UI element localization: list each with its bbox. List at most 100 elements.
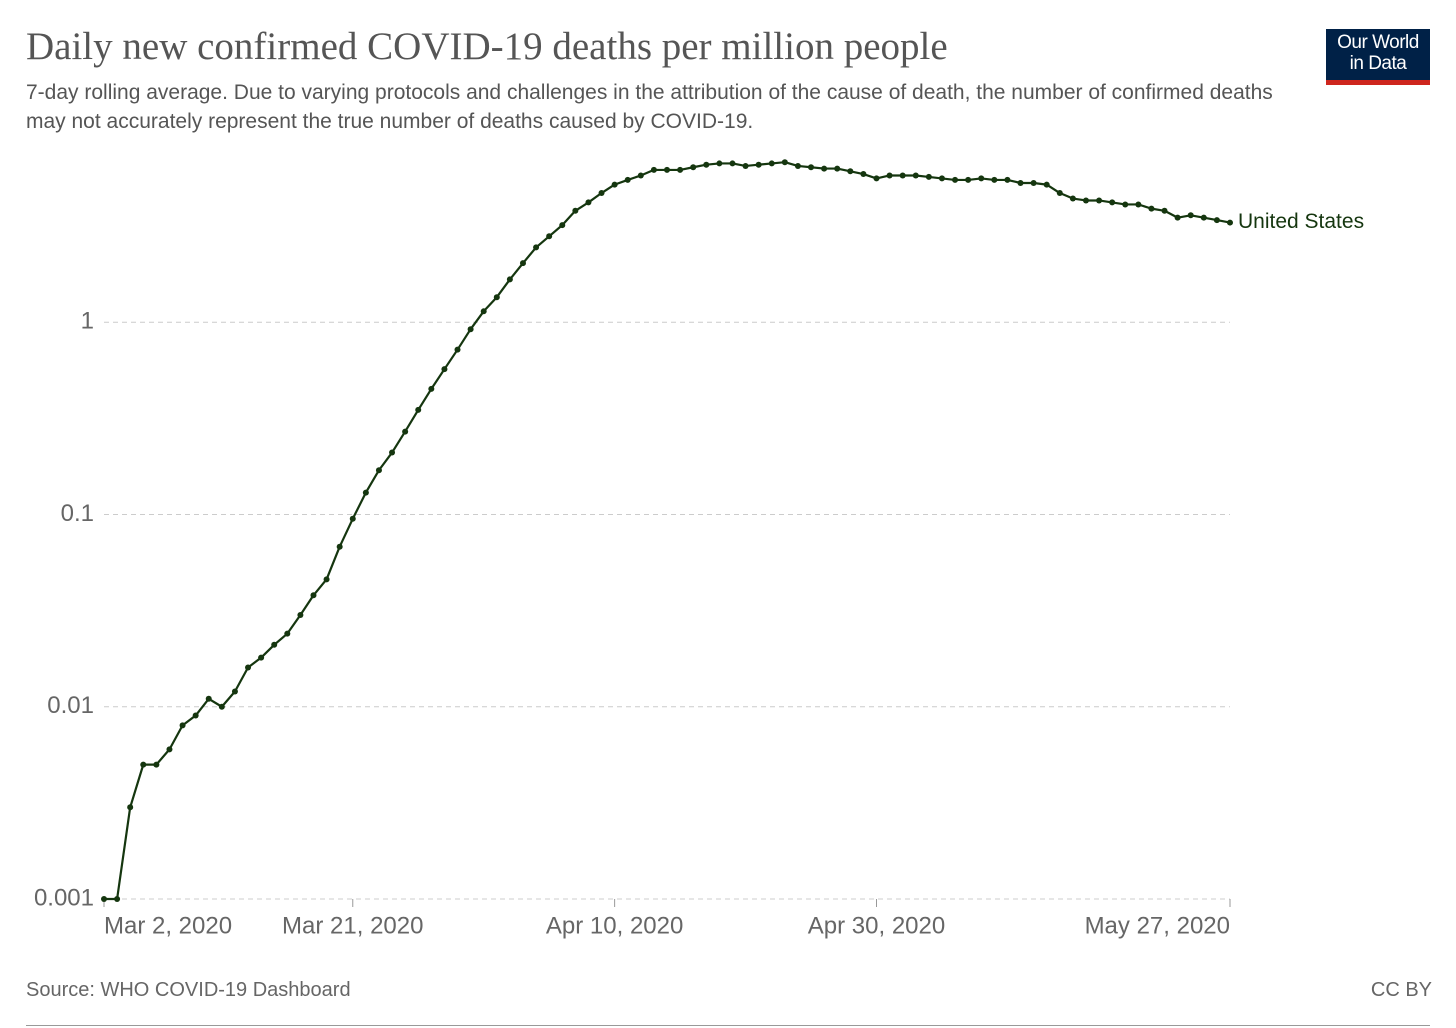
data-point <box>1200 214 1207 221</box>
data-point <box>677 166 684 173</box>
data-point <box>258 654 265 661</box>
data-point <box>624 176 631 183</box>
series-label: United States <box>1238 210 1364 233</box>
data-point <box>637 172 644 179</box>
x-tick-label: May 27, 2020 <box>1085 912 1230 939</box>
data-point <box>284 630 291 637</box>
data-point <box>821 165 828 172</box>
y-tick-label: 0.1 <box>61 500 94 527</box>
data-point <box>1030 180 1037 187</box>
data-point <box>965 176 972 183</box>
data-point <box>690 164 697 171</box>
data-point <box>781 159 788 166</box>
data-point <box>938 175 945 182</box>
logo-line: in Data <box>1349 53 1407 74</box>
y-tick-label: 0.001 <box>34 884 94 911</box>
y-tick-label: 1 <box>81 308 94 335</box>
data-point <box>533 244 540 251</box>
data-point <box>794 162 801 169</box>
data-point <box>834 165 841 172</box>
data-point <box>166 746 173 753</box>
data-point <box>1122 201 1129 208</box>
data-point <box>729 160 736 167</box>
data-point <box>742 162 749 169</box>
data-point <box>271 641 278 648</box>
data-point <box>1056 190 1063 197</box>
data-point <box>245 664 252 671</box>
data-point <box>218 703 225 710</box>
data-point <box>899 172 906 179</box>
data-point <box>611 181 618 188</box>
data-point <box>362 489 369 496</box>
x-tick-label: Apr 30, 2020 <box>808 912 945 939</box>
x-tick-label: Mar 2, 2020 <box>104 912 232 939</box>
data-point <box>375 467 382 474</box>
data-point <box>1069 195 1076 202</box>
data-point <box>415 406 422 413</box>
data-point <box>1213 217 1220 224</box>
data-point <box>101 896 107 902</box>
data-point <box>467 326 474 333</box>
data-point <box>205 695 212 702</box>
license: CC BY <box>1370 979 1432 1001</box>
bottom-rule <box>26 1025 1430 1026</box>
data-point <box>231 688 238 695</box>
data-point <box>546 233 553 240</box>
data-point <box>664 166 670 173</box>
x-tick-label: Apr 10, 2020 <box>546 912 683 939</box>
data-point <box>336 543 343 550</box>
data-point <box>127 804 134 811</box>
data-point <box>886 172 893 179</box>
chart-title: Daily new confirmed COVID-19 deaths per … <box>26 25 948 68</box>
data-point <box>991 176 998 183</box>
data-point <box>572 207 579 214</box>
data-point <box>1187 212 1194 219</box>
data-point <box>1109 199 1116 206</box>
data-point <box>480 308 487 315</box>
data-point <box>650 166 657 173</box>
data-point <box>925 173 932 180</box>
data-point <box>441 366 448 373</box>
data-point <box>1148 205 1155 212</box>
data-point <box>140 761 147 768</box>
y-tick-label: 0.01 <box>47 692 94 719</box>
data-point <box>179 722 186 729</box>
data-point <box>519 260 526 267</box>
data-point <box>1174 214 1181 221</box>
data-point <box>768 160 775 167</box>
data-point <box>1082 197 1089 204</box>
data-point <box>153 761 160 768</box>
source: Source: WHO COVID-19 Dashboard <box>26 979 351 1001</box>
data-point <box>952 176 959 183</box>
data-point <box>349 515 356 522</box>
data-point <box>1227 219 1233 226</box>
series-line <box>104 161 1231 901</box>
data-point <box>1017 180 1024 187</box>
data-point <box>873 175 880 182</box>
data-point <box>716 160 723 167</box>
data-point <box>808 164 815 171</box>
data-point <box>297 612 304 619</box>
logo-line: Our World <box>1337 32 1419 53</box>
data-point <box>114 896 121 902</box>
data-point <box>493 294 500 301</box>
data-point <box>860 171 867 178</box>
data-point <box>310 592 317 599</box>
data-point <box>703 161 710 168</box>
data-point <box>1161 207 1168 214</box>
data-point <box>585 199 592 206</box>
chart-subtitle: 7-day rolling average. Due to varying pr… <box>26 81 1273 133</box>
data-point <box>847 168 854 175</box>
data-point <box>506 276 513 283</box>
data-point <box>1135 201 1142 208</box>
data-point <box>1043 181 1050 188</box>
data-point <box>598 190 605 197</box>
data-point <box>402 428 409 435</box>
data-point <box>389 449 396 456</box>
data-point <box>755 161 762 168</box>
data-point <box>912 172 919 179</box>
data-point <box>1096 197 1103 204</box>
data-point <box>428 385 435 392</box>
